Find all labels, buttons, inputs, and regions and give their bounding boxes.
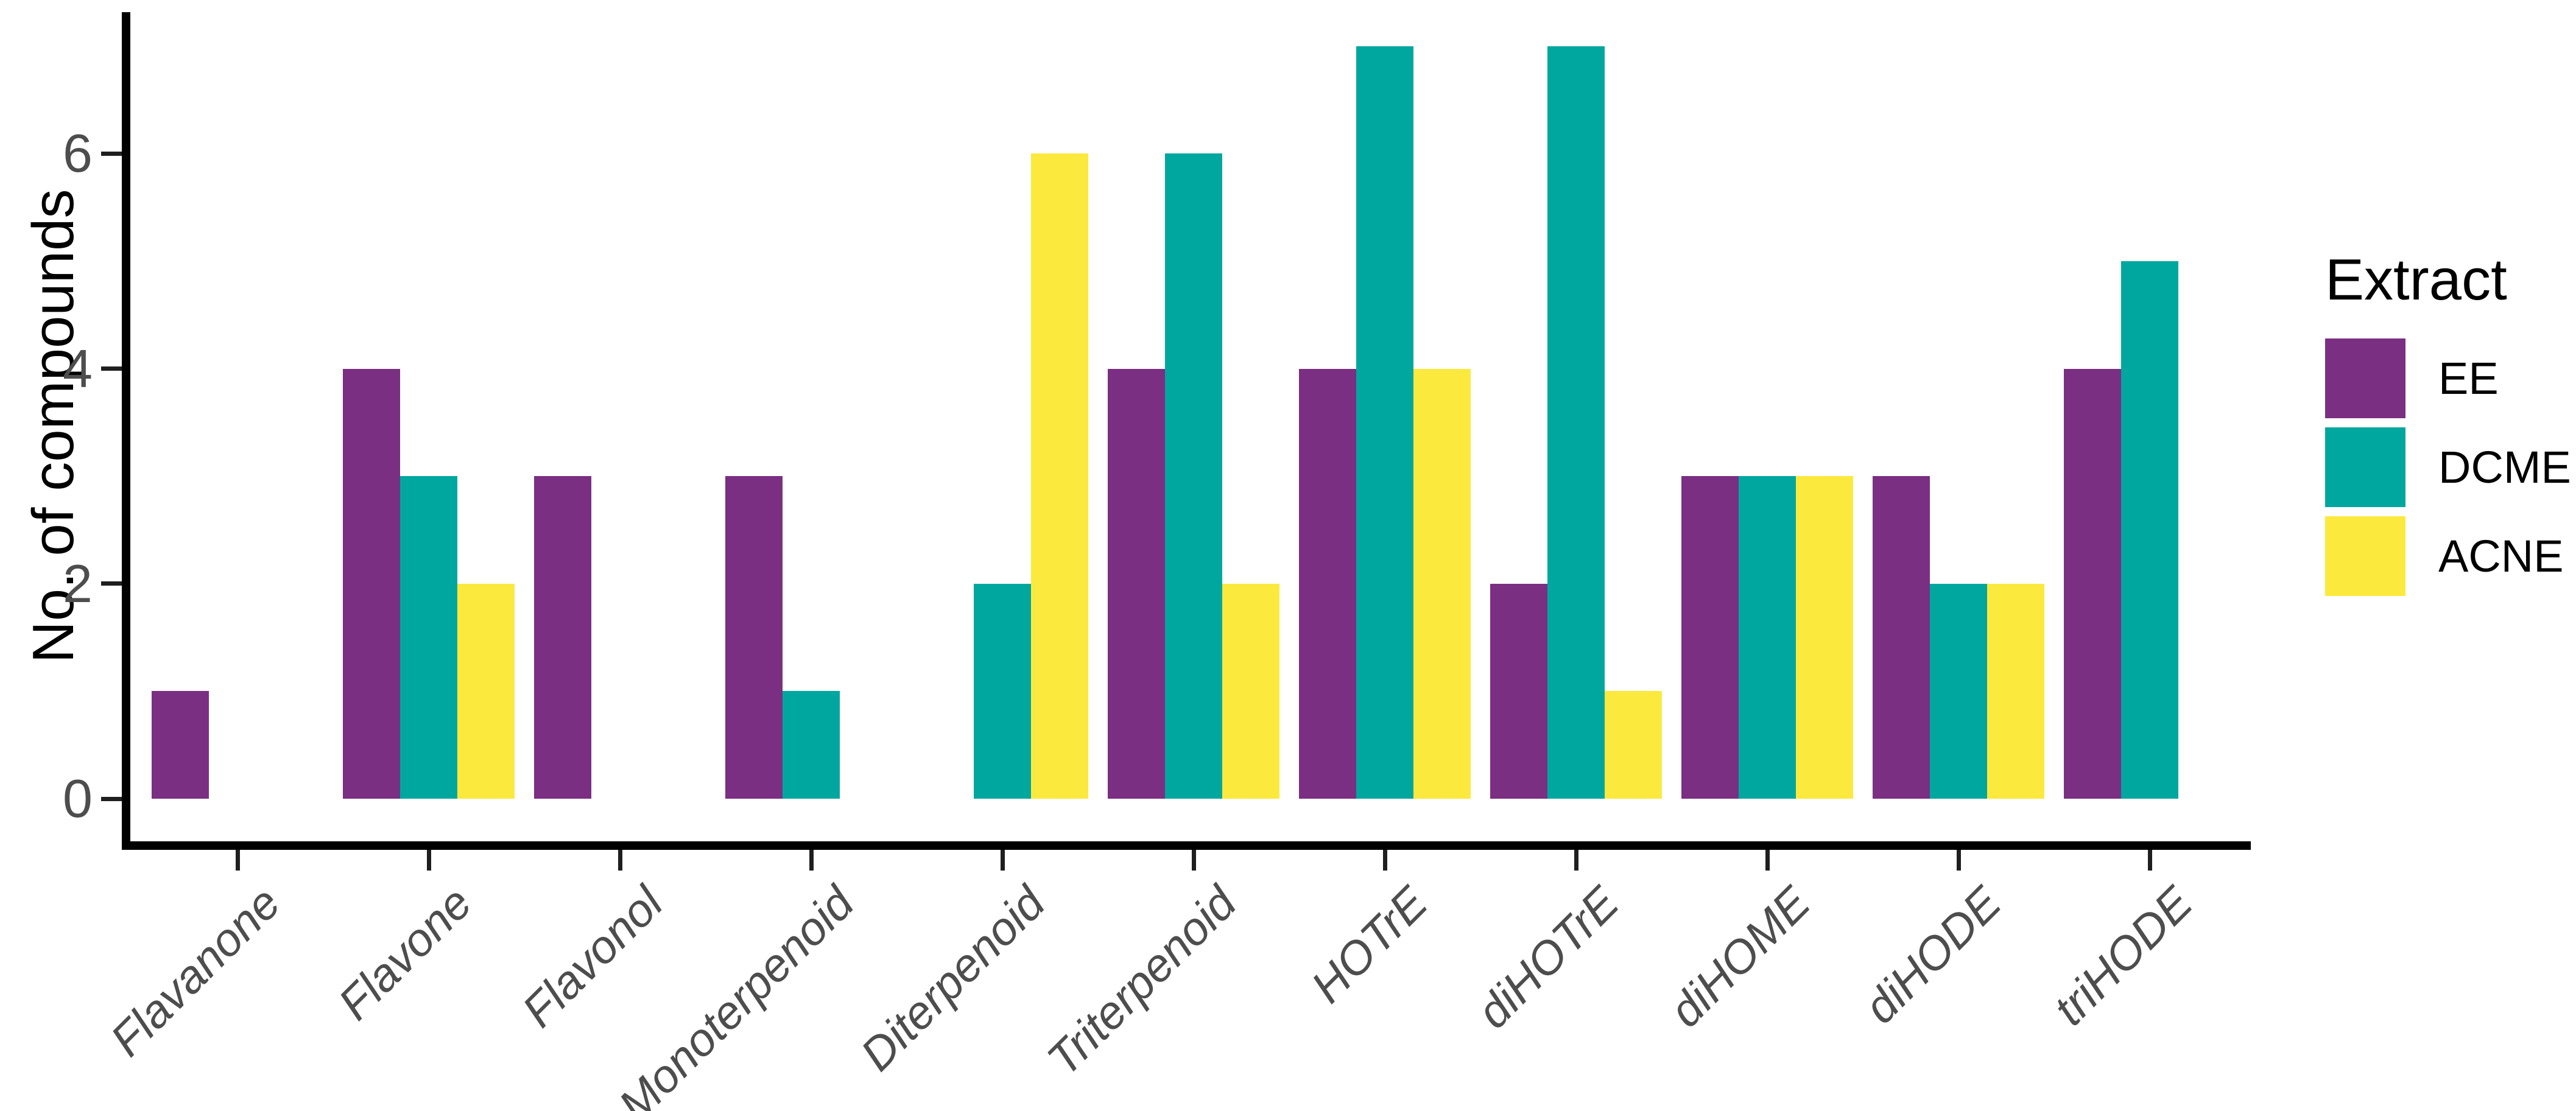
bar-monoterpenoid-dcme <box>783 691 840 799</box>
bar-dihode-dcme <box>1930 583 1987 799</box>
legend-title: Extract <box>2325 247 2507 312</box>
bar-triterpenoid-ee <box>1108 368 1165 799</box>
bar-dihode-ee <box>1873 476 1930 799</box>
bar-monoterpenoid-ee <box>725 476 783 799</box>
y-tick-6 <box>101 151 122 156</box>
x-tick-label-dihotre: diHOTrE <box>1467 877 1629 1039</box>
bar-trihode-ee <box>2064 368 2121 799</box>
x-tick-hotre <box>1382 850 1387 871</box>
bar-dihome-ee <box>1681 476 1739 799</box>
legend-label-ee: EE <box>2438 352 2499 404</box>
x-tick-label-dihode: diHODE <box>1854 877 2011 1034</box>
x-tick-label-hotre: HOTrE <box>1301 877 1438 1013</box>
legend-entry-dcme: DCME <box>2325 427 2571 507</box>
y-axis-line <box>122 12 130 850</box>
x-tick-label-triterpenoid: Triterpenoid <box>1037 877 1247 1086</box>
x-tick-dihotre <box>1574 850 1578 871</box>
y-tick-label-4: 4 <box>63 338 93 399</box>
x-tick-flavone <box>426 850 431 871</box>
legend: Extract EE DCME ACNE <box>2325 251 2571 605</box>
x-tick-diterpenoid <box>1000 850 1005 871</box>
x-tick-dihode <box>1956 850 1961 871</box>
bar-hotre-ee <box>1299 368 1356 799</box>
bar-triterpenoid-dcme <box>1165 153 1222 799</box>
y-tick-label-0: 0 <box>63 768 93 829</box>
x-tick-monoterpenoid <box>809 850 814 871</box>
bar-dihode-acne <box>1987 583 2044 799</box>
bar-flavanone-ee <box>152 691 209 799</box>
x-tick-dihome <box>1765 850 1770 871</box>
bar-diterpenoid-acne <box>1031 153 1088 799</box>
legend-swatch-ee <box>2325 338 2405 418</box>
y-tick-2 <box>101 581 122 586</box>
bar-trihode-dcme <box>2121 261 2178 799</box>
x-tick-flavanone <box>235 850 240 871</box>
x-tick-label-dihome: diHOME <box>1659 877 1820 1037</box>
x-tick-label-diterpenoid: Diterpenoid <box>851 877 1055 1081</box>
x-axis-line <box>122 841 2251 850</box>
x-tick-label-trihode: triHODE <box>2044 877 2203 1036</box>
y-tick-4 <box>101 366 122 371</box>
bar-flavone-acne <box>457 583 515 799</box>
bar-dihome-acne <box>1796 476 1853 799</box>
bar-flavone-dcme <box>400 476 457 799</box>
legend-label-acne: ACNE <box>2438 530 2564 581</box>
x-tick-triterpenoid <box>1191 850 1196 871</box>
legend-entries: EE DCME ACNE <box>2325 338 2571 596</box>
bar-triterpenoid-acne <box>1222 583 1279 799</box>
y-tick-label-6: 6 <box>63 123 93 184</box>
bar-dihome-dcme <box>1739 476 1796 799</box>
legend-entry-ee: EE <box>2325 338 2571 418</box>
bar-dihotre-dcme <box>1547 46 1605 799</box>
legend-swatch-acne <box>2325 516 2405 596</box>
bar-diterpenoid-dcme <box>974 583 1031 799</box>
legend-entry-acne: ACNE <box>2325 516 2571 596</box>
legend-swatch-dcme <box>2325 427 2405 507</box>
x-tick-label-flavone: Flavone <box>328 877 482 1030</box>
x-tick-label-flavonol: Flavonol <box>512 877 673 1037</box>
x-tick-trihode <box>2147 850 2152 871</box>
x-tick-flavonol <box>618 850 622 871</box>
bar-dihotre-ee <box>1490 583 1547 799</box>
y-tick-label-2: 2 <box>63 553 93 614</box>
bar-flavone-ee <box>343 368 400 799</box>
bar-flavonol-ee <box>534 476 591 799</box>
bar-hotre-acne <box>1413 368 1471 799</box>
bar-hotre-dcme <box>1356 46 1413 799</box>
legend-label-dcme: DCME <box>2438 441 2571 492</box>
bar-dihotre-acne <box>1605 691 1662 799</box>
x-tick-label-flavanone: Flavanone <box>100 877 290 1067</box>
y-tick-0 <box>101 796 122 801</box>
